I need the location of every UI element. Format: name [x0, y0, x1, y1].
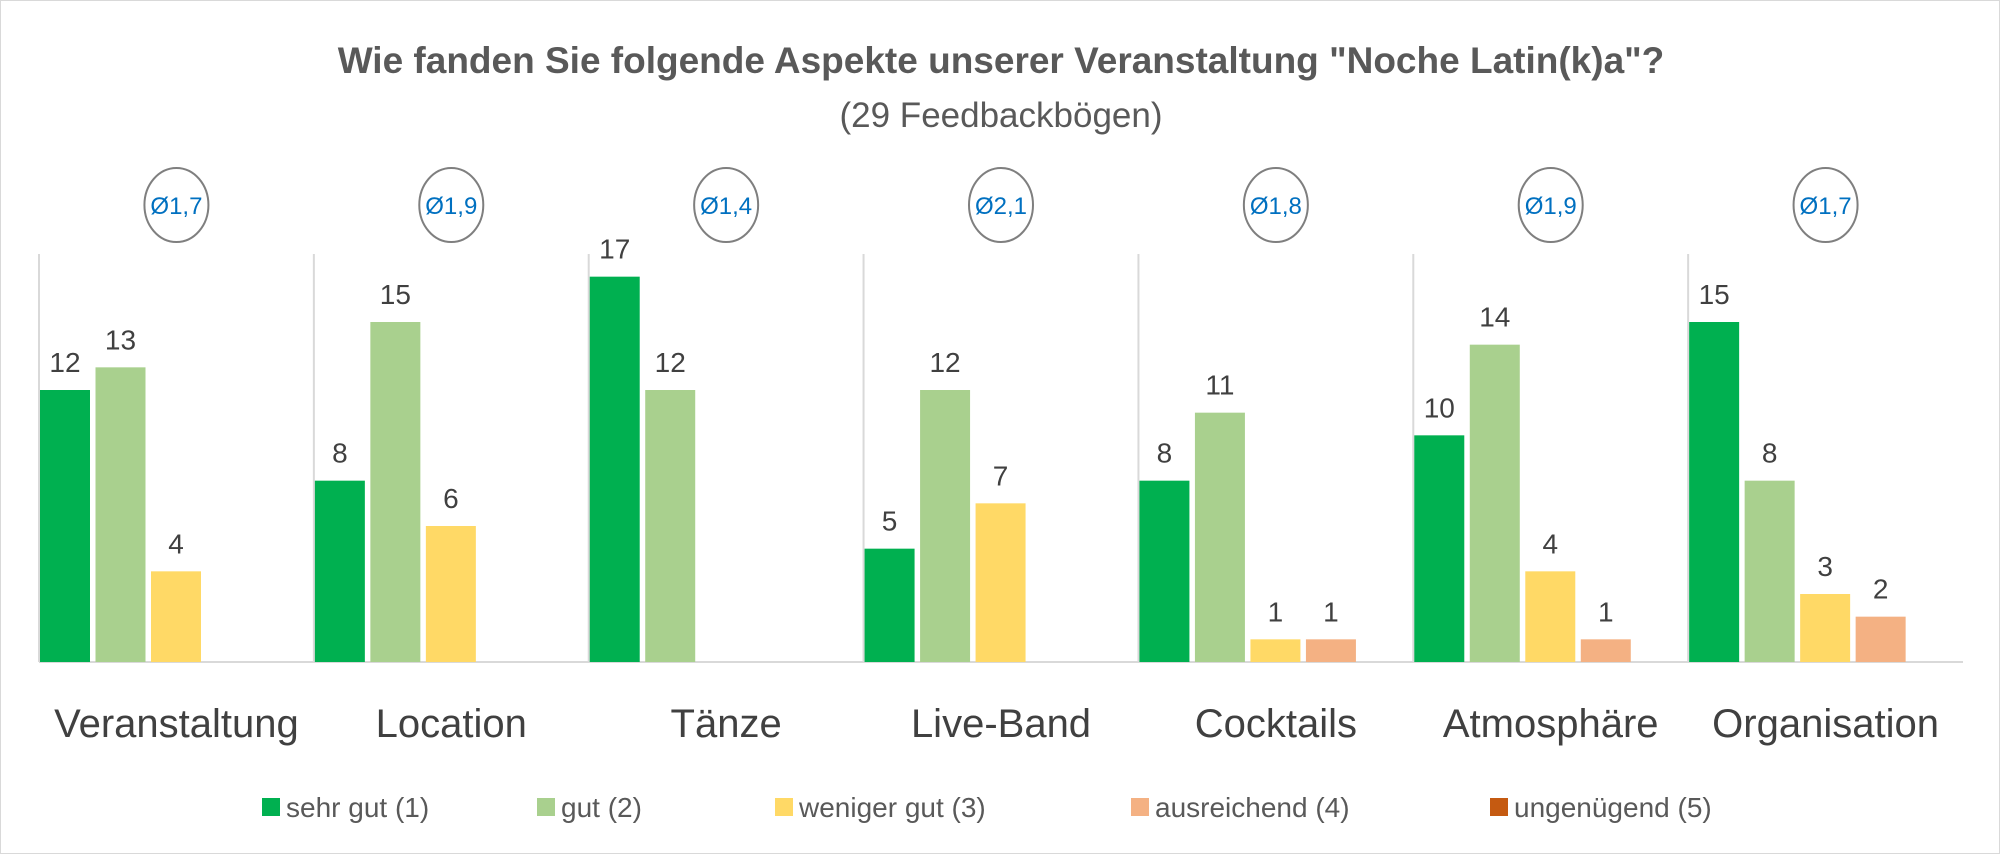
legend-label: weniger gut (3): [798, 792, 986, 823]
data-label: 3: [1817, 551, 1833, 582]
average-label: Ø1,7: [150, 193, 202, 220]
data-label: 10: [1424, 392, 1455, 423]
bar-atmosphäre-2: [1469, 344, 1520, 662]
bar-organisation-3: [1800, 594, 1851, 662]
legend-swatch: [1131, 798, 1149, 816]
average-circle: [418, 167, 485, 243]
average-circle: [1792, 167, 1859, 243]
average-label: Ø1,8: [1250, 193, 1302, 220]
bar-veranstaltung-2: [95, 367, 146, 662]
bar-location-3: [425, 526, 476, 662]
legend-swatch: [537, 798, 555, 816]
data-label: 1: [1323, 596, 1339, 627]
category-label: Cocktails: [1195, 702, 1357, 746]
bar-live-band-3: [975, 503, 1026, 662]
legend-label: ungenügend (5): [1514, 792, 1712, 823]
average-circle: [143, 167, 210, 243]
category-label: Location: [376, 702, 527, 746]
category-label: Atmosphäre: [1443, 702, 1659, 746]
average-label: Ø1,4: [700, 193, 752, 220]
average-circle: [1517, 167, 1584, 243]
category-label: Tänze: [671, 702, 782, 746]
average-label: Ø1,9: [425, 193, 477, 220]
average-circle: [968, 167, 1034, 243]
legend-label: gut (2): [561, 792, 642, 823]
bar-cocktails-1: [1139, 480, 1190, 662]
category-label: Veranstaltung: [54, 702, 299, 746]
data-label: 8: [332, 438, 348, 469]
legend-label: sehr gut (1): [286, 792, 429, 823]
data-label: 11: [1205, 370, 1234, 401]
average-label: Ø2,1: [975, 193, 1027, 220]
data-label: 12: [49, 347, 80, 378]
data-label: 12: [929, 347, 960, 378]
bar-cocktails-4: [1305, 639, 1356, 662]
data-label: 7: [993, 460, 1009, 491]
bar-veranstaltung-3: [151, 571, 201, 662]
data-label: 12: [655, 347, 686, 378]
data-label: 5: [882, 506, 898, 537]
average-label: Ø1,9: [1525, 193, 1577, 220]
bar-organisation-2: [1744, 480, 1795, 662]
data-label: 15: [380, 279, 411, 310]
category-label: Organisation: [1712, 702, 1939, 746]
bar-tänze-2: [645, 390, 696, 662]
bar-organisation-4: [1855, 616, 1906, 662]
bar-location-1: [314, 480, 365, 662]
bar-atmosphäre-4: [1580, 639, 1631, 662]
bar-cocktails-3: [1250, 639, 1301, 662]
average-circle: [693, 167, 760, 243]
bar-live-band-2: [920, 390, 971, 662]
bar-cocktails-2: [1194, 412, 1245, 662]
data-label: 8: [1762, 438, 1778, 469]
data-label: 2: [1873, 574, 1889, 605]
bar-location-2: [370, 322, 421, 662]
data-label: 8: [1157, 438, 1173, 469]
bar-atmosphäre-1: [1414, 435, 1465, 662]
data-label: 1: [1598, 596, 1614, 627]
data-label: 4: [1542, 528, 1558, 559]
legend-swatch: [262, 798, 280, 816]
chart-title: Wie fanden Sie folgende Aspekte unserer …: [338, 40, 1665, 81]
data-label: 4: [168, 528, 184, 559]
data-label: 13: [105, 324, 136, 355]
data-label: 17: [599, 234, 630, 265]
bar-live-band-1: [864, 548, 915, 662]
legend-swatch: [1490, 798, 1508, 816]
legend-label: ausreichend (4): [1155, 792, 1350, 823]
category-label: Live-Band: [911, 702, 1091, 746]
average-label: Ø1,7: [1800, 193, 1852, 220]
data-label: 1: [1268, 596, 1284, 627]
average-circle: [1242, 167, 1309, 243]
bar-atmosphäre-3: [1525, 571, 1576, 662]
legend-swatch: [775, 798, 793, 816]
data-label: 6: [443, 483, 459, 514]
data-label: 15: [1699, 279, 1730, 310]
bar-tänze-1: [589, 276, 640, 662]
bar-organisation-1: [1689, 322, 1740, 662]
chart-subtitle: (29 Feedbackbögen): [840, 96, 1163, 135]
data-label: 14: [1479, 302, 1510, 333]
bar-veranstaltung-1: [40, 390, 90, 662]
